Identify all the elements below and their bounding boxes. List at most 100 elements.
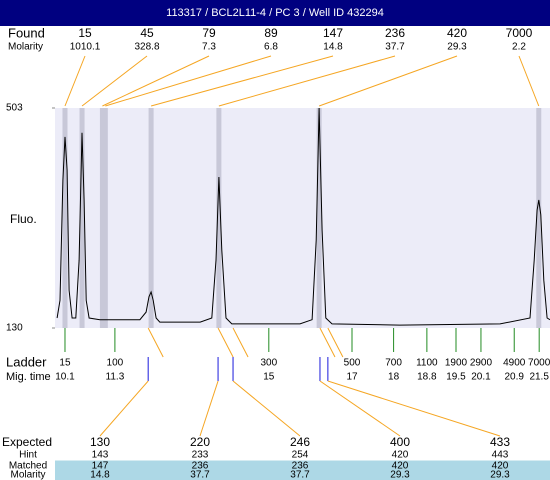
- found-connector: [81, 55, 148, 107]
- ladder-time: 19.5: [446, 372, 466, 383]
- found-size: 236: [385, 26, 405, 40]
- ladder-size: 100: [107, 358, 124, 369]
- row-value: 147: [92, 461, 109, 472]
- found-size: 420: [447, 26, 467, 40]
- ladder-size: 700: [385, 358, 402, 369]
- row-value: 29.3: [490, 470, 510, 480]
- found-band: [99, 108, 105, 328]
- found-link: [147, 327, 164, 358]
- ladder-time: 17: [346, 372, 358, 383]
- found-connector: [150, 55, 334, 107]
- trace: [56, 107, 550, 326]
- row-value: 233: [192, 450, 209, 461]
- ladder-size: 300: [260, 358, 277, 369]
- row-value: 433: [490, 435, 510, 449]
- found-molarity: 29.3: [447, 42, 467, 53]
- row-value: 14.8: [90, 470, 110, 480]
- row-value: 420: [392, 461, 409, 472]
- row-value: 254: [292, 450, 309, 461]
- found-connector: [105, 55, 272, 107]
- found-size: 89: [264, 26, 278, 40]
- row-value: 400: [390, 435, 410, 449]
- found-label: Found: [8, 25, 45, 40]
- ladder-time: 20.1: [471, 372, 491, 383]
- row-value: 443: [492, 450, 509, 461]
- row-label: Expected: [2, 435, 52, 449]
- found-molarity: 37.7: [385, 42, 405, 53]
- found-size: 7000: [506, 26, 533, 40]
- y-axis-label: Fluo.: [10, 212, 37, 226]
- expected-connector: [99, 380, 149, 437]
- expected-connector: [327, 380, 501, 437]
- found-connector: [518, 55, 540, 107]
- found-size: 45: [140, 26, 154, 40]
- found-molarity: 14.8: [323, 42, 343, 53]
- ladder-time: 11.3: [106, 372, 125, 383]
- row-value: 143: [92, 450, 109, 461]
- title-bar: [0, 0, 550, 26]
- expected-connector: [199, 380, 219, 437]
- found-molarity: 2.2: [512, 42, 526, 53]
- ladder-time: 10.1: [55, 372, 75, 383]
- found-connector: [318, 55, 458, 107]
- found-band: [148, 108, 154, 328]
- row-label: Matched: [9, 461, 47, 472]
- found-link: [217, 327, 234, 358]
- ladder-size: 1900: [445, 358, 468, 369]
- ladder-size: 2900: [470, 358, 493, 369]
- found-size: 15: [78, 26, 92, 40]
- found-molarity: 328.8: [134, 42, 159, 53]
- ladder-time: 18: [388, 372, 400, 383]
- found-connector: [102, 55, 210, 107]
- expected-connector: [319, 380, 401, 437]
- row-value: 236: [292, 461, 309, 472]
- y-tick-label: 503: [6, 103, 23, 114]
- found-band: [216, 108, 222, 328]
- row-band: [55, 469, 550, 480]
- molarity-label: Molarity: [8, 42, 43, 53]
- found-band: [316, 108, 322, 328]
- row-value: 29.3: [390, 470, 410, 480]
- row-value: 220: [190, 435, 210, 449]
- row-band: [55, 460, 550, 472]
- ladder-size: 15: [59, 358, 71, 369]
- row-value: 420: [392, 450, 409, 461]
- ladder-time: 20.9: [504, 372, 524, 383]
- found-band: [62, 108, 68, 328]
- ladder-time: 18.8: [417, 372, 437, 383]
- found-connector: [218, 55, 396, 107]
- ladder-size: 4900: [503, 358, 526, 369]
- row-value: 37.7: [190, 470, 210, 480]
- ladder-time: 21.5: [529, 372, 549, 383]
- plot-area: [55, 108, 550, 328]
- row-value: 130: [90, 435, 110, 449]
- expected-connector: [232, 380, 301, 437]
- ladder-label: Ladder: [6, 354, 47, 369]
- found-band: [536, 108, 542, 328]
- ladder-size: 500: [344, 358, 361, 369]
- found-molarity: 7.3: [202, 42, 216, 53]
- mig-time-label: Mig. time: [6, 371, 51, 383]
- row-value: 37.7: [290, 470, 310, 480]
- row-label: Hint: [19, 450, 37, 461]
- found-band: [102, 108, 108, 328]
- row-value: 420: [492, 461, 509, 472]
- row-value: 246: [290, 435, 310, 449]
- found-connector: [64, 55, 86, 107]
- title: 113317 / BCL2L11-4 / PC 3 / Well ID 4322…: [166, 7, 384, 19]
- ladder-time: 15: [263, 372, 275, 383]
- found-link: [319, 327, 336, 358]
- ladder-size: 1100: [416, 358, 438, 369]
- found-size: 79: [202, 26, 216, 40]
- y-tick-label: 130: [6, 323, 23, 334]
- found-link: [327, 327, 344, 358]
- row-label: Molarity: [10, 470, 45, 480]
- found-molarity: 1010.1: [70, 42, 101, 53]
- found-link: [232, 327, 249, 358]
- found-band: [79, 108, 85, 328]
- row-value: 236: [192, 461, 209, 472]
- ladder-size: 7000: [528, 358, 550, 369]
- found-molarity: 6.8: [264, 42, 278, 53]
- found-size: 147: [323, 26, 343, 40]
